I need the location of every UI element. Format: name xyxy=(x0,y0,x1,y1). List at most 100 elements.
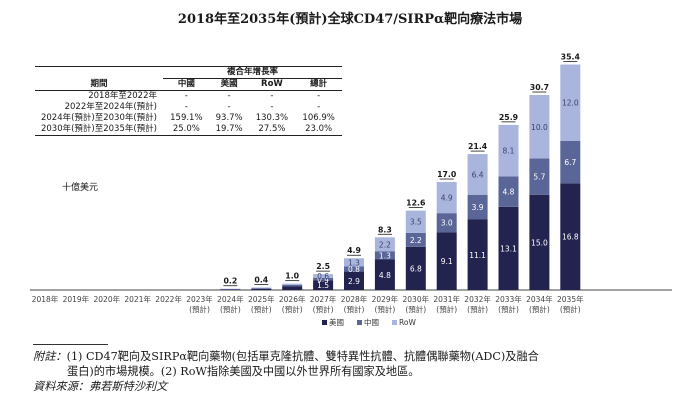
bar-total-label: 8.3 xyxy=(378,225,392,234)
cagr-cell: - xyxy=(270,102,274,112)
bar-segment-美國 xyxy=(251,288,272,290)
bar-segment-美國 xyxy=(344,271,364,290)
bar-segment-RoW xyxy=(374,237,395,252)
x-tick-label: 2035年 xyxy=(557,294,584,304)
bar-segment-label: 6.7 xyxy=(564,158,576,167)
x-tick-label: 2019年 xyxy=(63,294,90,304)
x-tick-label: 2029年 xyxy=(372,294,399,304)
bar-segment-美國 xyxy=(498,206,519,290)
x-tick-label: 2020年 xyxy=(94,294,121,304)
bar-segment-RoW xyxy=(405,210,426,233)
cagr-row-period: 2030年(預計)至2035年(預計) xyxy=(40,124,157,134)
bar-segment-label: 0.6 xyxy=(317,272,329,281)
bar-segment-RoW xyxy=(467,154,488,195)
bar-segment-中國 xyxy=(560,140,581,184)
bar-total-label: 21.4 xyxy=(468,142,488,151)
footnote-source: 資料來源：弗若斯特沙利文 xyxy=(33,380,168,393)
cagr-cell: 19.7% xyxy=(215,124,243,134)
cagr-cell: - xyxy=(317,102,321,112)
x-tick-sublabel: (預計) xyxy=(374,304,395,314)
bar-segment-label: 2.2 xyxy=(410,236,422,245)
cagr-cell: 25.0% xyxy=(172,124,200,134)
bar-segment-label: 4.8 xyxy=(503,188,515,197)
cagr-group-header: 複合年增長率 xyxy=(163,66,342,79)
bar-segment-中國 xyxy=(344,266,364,272)
legend-swatch-RoW xyxy=(392,320,397,325)
bar-segment-美國 xyxy=(374,259,395,290)
bar-segment-label: 3.5 xyxy=(410,218,422,227)
x-tick-sublabel: (預計) xyxy=(344,304,365,314)
x-tick-label: 2025年 xyxy=(248,294,275,304)
legend-label-RoW: RoW xyxy=(399,318,416,327)
x-tick-sublabel: (預計) xyxy=(560,304,581,314)
bar-segment-label: 3.9 xyxy=(472,203,484,212)
bar-segment-美國 xyxy=(529,194,550,290)
bar-segment-label: 0.8 xyxy=(348,265,360,274)
bar-segment-label: 9.1 xyxy=(441,257,453,266)
bar-segment-label: 1.3 xyxy=(348,258,360,267)
cagr-cell: - xyxy=(184,102,188,112)
cagr-cell: - xyxy=(227,102,231,112)
bar-segment-RoW xyxy=(251,287,272,289)
bar-total-label: 35.4 xyxy=(561,53,581,62)
x-tick-sublabel: (預計) xyxy=(189,304,210,314)
x-tick-label: 2027年 xyxy=(310,294,337,304)
chart-title: 2018年至2035年(預計)全球CD47/SIRPα靶向療法市場 xyxy=(177,12,523,27)
bar-segment-中國 xyxy=(405,232,426,247)
bar-segment-美國 xyxy=(560,183,581,290)
bar-segment-中國 xyxy=(467,194,488,220)
x-tick-sublabel: (預計) xyxy=(251,304,272,314)
x-tick-label: 2031年 xyxy=(433,294,460,304)
bar-segment-RoW xyxy=(282,283,303,285)
bar-segment-RoW xyxy=(498,124,519,177)
bar-segment-中國 xyxy=(251,288,272,289)
bar-segment-中國 xyxy=(313,277,334,281)
cagr-cell: 106.9% xyxy=(302,113,335,123)
cagr-cell: - xyxy=(184,91,188,101)
x-tick-sublabel: (預計) xyxy=(405,304,426,314)
x-tick-label: 2024年 xyxy=(217,294,244,304)
bar-segment-label: 5.7 xyxy=(533,173,545,182)
bar-segment-label: 6.4 xyxy=(472,170,484,179)
footnote-lead: 附註： xyxy=(33,350,67,363)
cagr-cell: - xyxy=(227,91,231,101)
x-tick-sublabel: (預計) xyxy=(498,304,519,314)
bar-segment-RoW xyxy=(344,258,364,267)
cagr-row-period: 2022年至2024年(預計) xyxy=(64,102,157,112)
x-tick-sublabel: (預計) xyxy=(313,304,334,314)
bar-segment-美國 xyxy=(220,289,241,290)
bar-total-label: 12.6 xyxy=(406,199,425,208)
bar-segment-label: 4.8 xyxy=(379,271,391,280)
cagr-table: 複合年增長率 期間 中國 美國 RoW 總計 2018年至2022年 - - -… xyxy=(35,66,342,136)
bar-segment-中國 xyxy=(282,284,303,287)
footnote-line-1: (1) CD47靶向及SIRPα靶向藥物(包括單克隆抗體、雙特異性抗體、抗體偶聯… xyxy=(66,350,539,363)
bar-segment-美國 xyxy=(313,280,334,290)
bar-segment-中國 xyxy=(498,176,519,207)
x-tick-label: 2028年 xyxy=(341,294,368,304)
bar-segment-label: 2.9 xyxy=(348,277,360,286)
x-tick-sublabel: (預計) xyxy=(436,304,457,314)
cagr-cell: 27.5% xyxy=(258,124,286,134)
x-tick-label: 2026年 xyxy=(279,294,306,304)
bar-total-label: 1.0 xyxy=(285,272,299,281)
x-tick-label: 2022年 xyxy=(155,294,182,304)
bar-total-label: 0.2 xyxy=(223,277,237,286)
x-tick-sublabel: (預計) xyxy=(467,304,488,314)
bar-total-label: 4.9 xyxy=(347,246,361,255)
cagr-row-period: 2024年(預計)至2030年(預計) xyxy=(40,113,157,123)
bar-segment-美國 xyxy=(436,232,457,290)
x-tick-label: 2021年 xyxy=(124,294,151,304)
x-tick-label: 2030年 xyxy=(403,294,430,304)
footnote-line-2: 蛋白)的市場規模。(2) RoW指除美國及中國以外世界所有國家及地區。 xyxy=(67,365,420,378)
footnote: 附註：(1) CD47靶向及SIRPα靶向藥物(包括單克隆抗體、雙特異性抗體、抗… xyxy=(33,349,683,394)
bar-segment-中國 xyxy=(374,251,395,260)
bar-segment-RoW xyxy=(529,95,550,159)
x-tick-label: 2033年 xyxy=(495,294,522,304)
cagr-cell: - xyxy=(317,91,321,101)
cagr-col-row: RoW xyxy=(261,79,283,89)
legend-swatch-美國 xyxy=(322,320,327,325)
cagr-col-us: 美國 xyxy=(220,79,238,89)
bar-segment-label: 1.3 xyxy=(379,251,391,260)
bar-segment-美國 xyxy=(405,246,426,290)
bar-segment-中國 xyxy=(436,213,457,233)
